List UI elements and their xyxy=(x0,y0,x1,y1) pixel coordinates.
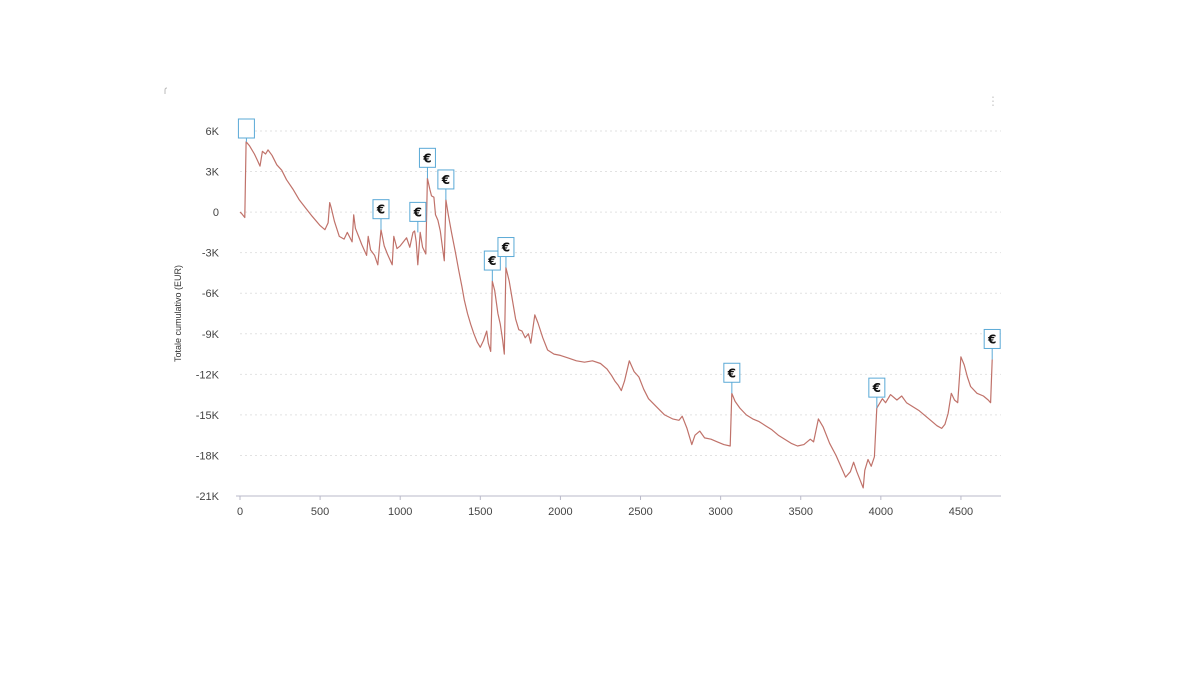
x-tick-label: 500 xyxy=(311,506,329,518)
x-tick-label: 2000 xyxy=(548,506,572,518)
flag-euro-icon: € xyxy=(413,205,422,219)
y-tick-label: -3K xyxy=(202,248,220,260)
flag-euro-icon: € xyxy=(487,254,496,268)
y-tick-label: 3K xyxy=(206,167,220,179)
y-tick-label: -12K xyxy=(196,369,220,381)
x-tick-label: 4500 xyxy=(949,506,973,518)
flag-euro-icon: € xyxy=(441,173,450,187)
flag-marker[interactable]: € xyxy=(983,328,1001,360)
series-layer xyxy=(239,141,993,489)
x-tick-label: 3500 xyxy=(788,506,812,518)
y-tick-label: 6K xyxy=(206,126,220,138)
chart-frame-corner xyxy=(164,87,168,94)
flag-euro-icon: € xyxy=(727,366,736,380)
y-tick-label: -6K xyxy=(202,288,220,300)
flag-box[interactable] xyxy=(409,201,427,222)
y-tick-label: 0 xyxy=(213,207,219,219)
y-axis-ticks: 6K 3K 0 -3K -6K -9K -12K -15K -18K -21K xyxy=(196,126,220,503)
y-tick-label: -21K xyxy=(196,491,220,503)
x-tick-label: 3000 xyxy=(708,506,732,518)
flag-marker[interactable]: € xyxy=(372,199,390,230)
flag-marker[interactable]: € xyxy=(483,250,501,282)
series-line xyxy=(239,141,993,489)
flag-euro-icon: € xyxy=(987,332,996,346)
flag-box[interactable] xyxy=(723,362,741,383)
flag-box[interactable] xyxy=(983,328,1001,349)
y-tick-label: -18K xyxy=(196,450,220,462)
x-tick-label: 4000 xyxy=(869,506,893,518)
chart-menu-icon[interactable]: ⋮ xyxy=(987,94,999,108)
flag-euro-icon: € xyxy=(376,203,385,217)
flag-marker[interactable]: € xyxy=(723,362,741,394)
x-tick-label: 1000 xyxy=(388,506,412,518)
flag-euro-icon: € xyxy=(872,381,881,395)
flag-marker[interactable]: € xyxy=(409,201,427,233)
y-tick-label: -15K xyxy=(196,410,220,422)
flag-euro-icon: € xyxy=(422,151,431,165)
x-tick-label: 2500 xyxy=(628,506,652,518)
flag-euro-icon: € xyxy=(501,241,510,255)
flag-box[interactable] xyxy=(437,169,455,190)
flag-marker[interactable]: € xyxy=(418,147,436,179)
x-axis-ticks: 0 500 1000 1500 2000 2500 3000 3500 4000 4500 xyxy=(237,496,973,518)
y-axis-label: Totale cumulativo (EUR) xyxy=(173,265,183,362)
flag-box[interactable] xyxy=(497,237,515,258)
flags-layer: € € € € € € € € € xyxy=(237,118,1001,409)
flag-box[interactable] xyxy=(868,377,886,398)
x-tick-label: 1500 xyxy=(468,506,492,518)
flag-box[interactable] xyxy=(372,199,390,220)
grid-lines xyxy=(240,130,1001,456)
y-tick-label: -9K xyxy=(202,329,220,341)
x-tick-label: 0 xyxy=(237,506,243,518)
flag-marker[interactable]: € xyxy=(868,377,886,409)
flag-marker[interactable]: € xyxy=(437,169,455,200)
flag-box[interactable] xyxy=(237,118,255,139)
flag-box[interactable] xyxy=(483,250,501,271)
flag-box[interactable] xyxy=(418,147,436,168)
flag-marker[interactable]: € xyxy=(497,237,515,268)
flag-marker[interactable] xyxy=(237,118,255,142)
